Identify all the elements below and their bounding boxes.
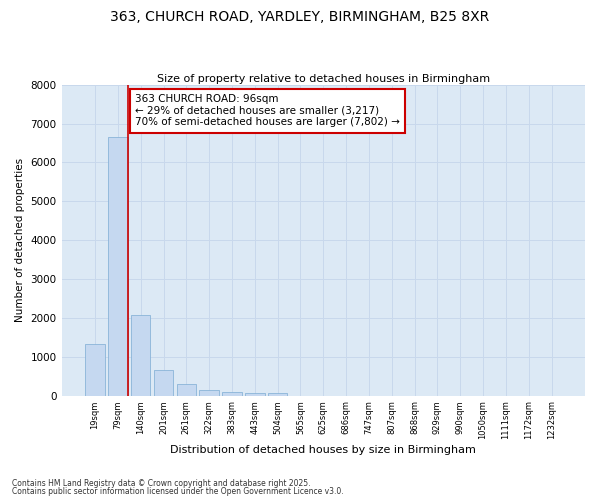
- Bar: [108, 137, 128, 396]
- Title: Size of property relative to detached houses in Birmingham: Size of property relative to detached ho…: [157, 74, 490, 84]
- Bar: [85, 344, 105, 396]
- Bar: [268, 394, 287, 396]
- Bar: [245, 394, 265, 396]
- Text: 363 CHURCH ROAD: 96sqm
← 29% of detached houses are smaller (3,217)
70% of semi-: 363 CHURCH ROAD: 96sqm ← 29% of detached…: [135, 94, 400, 128]
- Bar: [176, 384, 196, 396]
- Text: 363, CHURCH ROAD, YARDLEY, BIRMINGHAM, B25 8XR: 363, CHURCH ROAD, YARDLEY, BIRMINGHAM, B…: [110, 10, 490, 24]
- Bar: [131, 315, 151, 396]
- Y-axis label: Number of detached properties: Number of detached properties: [15, 158, 25, 322]
- Bar: [199, 390, 219, 396]
- Bar: [154, 370, 173, 396]
- Text: Contains HM Land Registry data © Crown copyright and database right 2025.: Contains HM Land Registry data © Crown c…: [12, 478, 311, 488]
- Text: Contains public sector information licensed under the Open Government Licence v3: Contains public sector information licen…: [12, 487, 344, 496]
- Bar: [222, 392, 242, 396]
- X-axis label: Distribution of detached houses by size in Birmingham: Distribution of detached houses by size …: [170, 445, 476, 455]
